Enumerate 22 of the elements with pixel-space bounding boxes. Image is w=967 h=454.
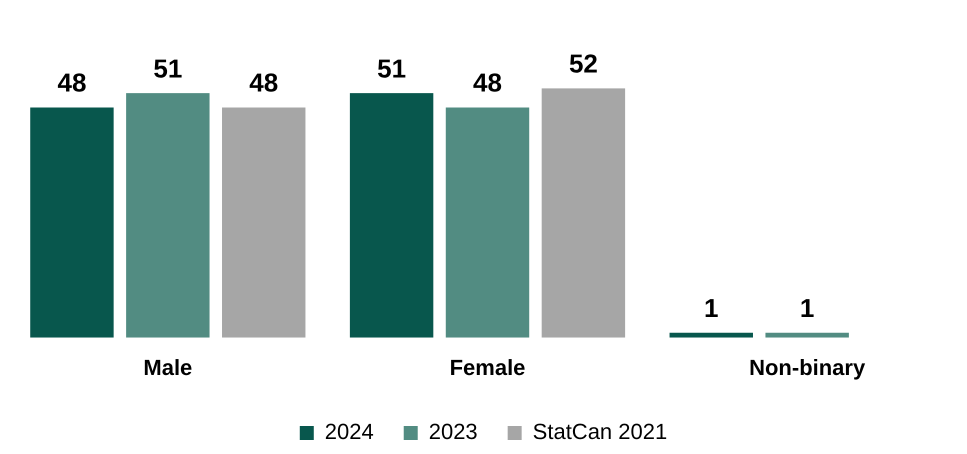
data-label: 51 [377,53,406,84]
x-tick-label: Non-binary [749,354,866,380]
data-label: 48 [57,68,86,98]
bar [446,108,530,338]
bar [765,332,849,338]
x-tick-label: Female [450,354,526,380]
legend-label: StatCan 2021 [532,419,668,444]
data-label: 48 [473,68,502,98]
bar [222,108,306,338]
data-label: 1 [800,292,814,323]
data-label: 51 [153,53,182,84]
legend-label: 2024 [324,419,374,444]
bar [126,93,210,338]
data-label: 1 [704,292,718,323]
data-label: 48 [249,68,278,98]
bar [30,108,114,338]
x-tick-label: Male [143,354,192,380]
bar [670,332,753,338]
data-label: 52 [568,48,598,79]
legend-label: 2023 [428,419,478,444]
bar [350,93,434,338]
bar [542,88,626,338]
